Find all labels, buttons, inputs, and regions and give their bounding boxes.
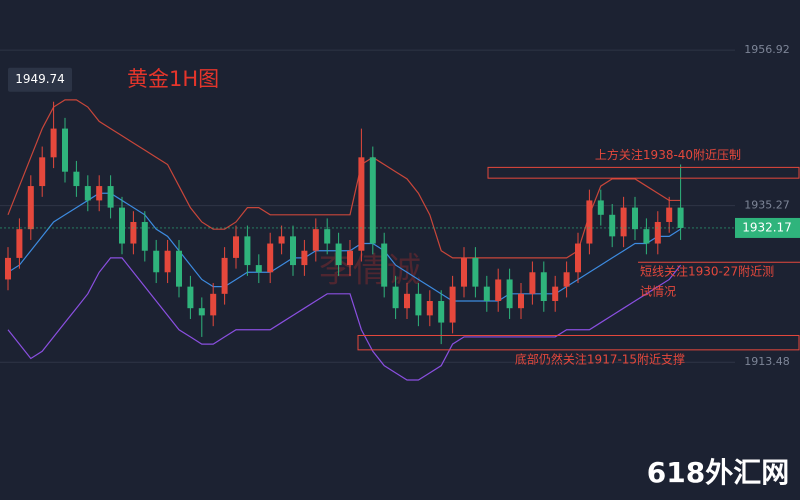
candle-body (472, 257, 479, 287)
candle-body (255, 265, 262, 273)
annotation: 底部仍然关注1917-15附近支撑 (515, 351, 685, 366)
candle-body (153, 250, 160, 273)
candle-body (563, 272, 570, 287)
candle-body (392, 286, 399, 309)
candle-body (540, 272, 547, 302)
candle-body (643, 229, 650, 244)
candle-body (609, 214, 616, 237)
annotation: 上方关注1938-40附近压制 (595, 147, 741, 162)
candle-body (404, 293, 410, 309)
candle-body (84, 186, 91, 201)
candle-body (506, 279, 513, 309)
candle-body (324, 229, 331, 244)
candle-body (415, 293, 422, 316)
candle-body (5, 257, 11, 280)
candle-body (552, 286, 559, 302)
zone-box (487, 166, 800, 179)
candle-body (50, 128, 57, 158)
watermark: 李倩诚 (319, 251, 421, 291)
candle-body (164, 250, 171, 273)
y-tick-label: 1935.27 (744, 199, 790, 212)
band-line (7, 257, 682, 381)
candle-body (198, 308, 205, 316)
chart-title: 黄金1H图 (127, 67, 219, 91)
candle-body (358, 157, 365, 251)
high-label: 1949.74 (15, 72, 65, 86)
candle-body (244, 236, 251, 266)
y-tick-label: 1913.48 (744, 355, 790, 368)
candle-body (654, 221, 661, 244)
candle-body (335, 243, 342, 266)
candle-body (529, 272, 536, 294)
candle-body (16, 229, 23, 258)
candle-body (62, 128, 68, 172)
last-price-tag (735, 217, 800, 238)
candle-body (369, 157, 376, 244)
candle-body (187, 286, 194, 309)
candle-body (96, 186, 103, 201)
candle-body (39, 157, 46, 187)
candle-body (347, 250, 353, 266)
candle-body (597, 200, 604, 215)
last-price-label: 1932.17 (742, 220, 792, 234)
candle-body (620, 207, 627, 237)
candle-body (312, 229, 319, 251)
candle-body (575, 243, 581, 273)
high-label-box (8, 67, 72, 92)
candle-body (27, 186, 34, 230)
candle-body (278, 236, 285, 244)
candle-body (267, 243, 274, 273)
candle-body (176, 250, 182, 287)
candle-body (495, 279, 502, 302)
candle-body (461, 257, 467, 287)
annotation: 试情况 (640, 284, 676, 299)
band-line (7, 99, 681, 259)
zone-box (357, 334, 800, 351)
candle-body (677, 207, 684, 228)
candle-body (130, 221, 137, 244)
annotation: 短线关注1930-27附近测 (640, 264, 774, 279)
candle-body (483, 286, 490, 302)
candle-body (666, 207, 673, 222)
candle-body (586, 200, 593, 244)
watermark: 618外汇网 (647, 456, 789, 489)
candle-body (107, 186, 114, 208)
candle-body (141, 221, 148, 251)
y-tick-label: 1956.92 (744, 43, 790, 56)
candle-body (632, 207, 638, 230)
candle-body (221, 257, 228, 294)
candle-body (518, 293, 524, 309)
candle-body (381, 243, 388, 287)
candle-body (233, 236, 239, 258)
candle-body (119, 207, 125, 244)
candle-body (449, 286, 456, 323)
candle-body (438, 301, 445, 323)
candle-body (301, 250, 308, 266)
candle-body (210, 293, 217, 316)
candle-body (290, 236, 296, 266)
candle-body (426, 301, 433, 316)
candle-body (73, 171, 80, 187)
